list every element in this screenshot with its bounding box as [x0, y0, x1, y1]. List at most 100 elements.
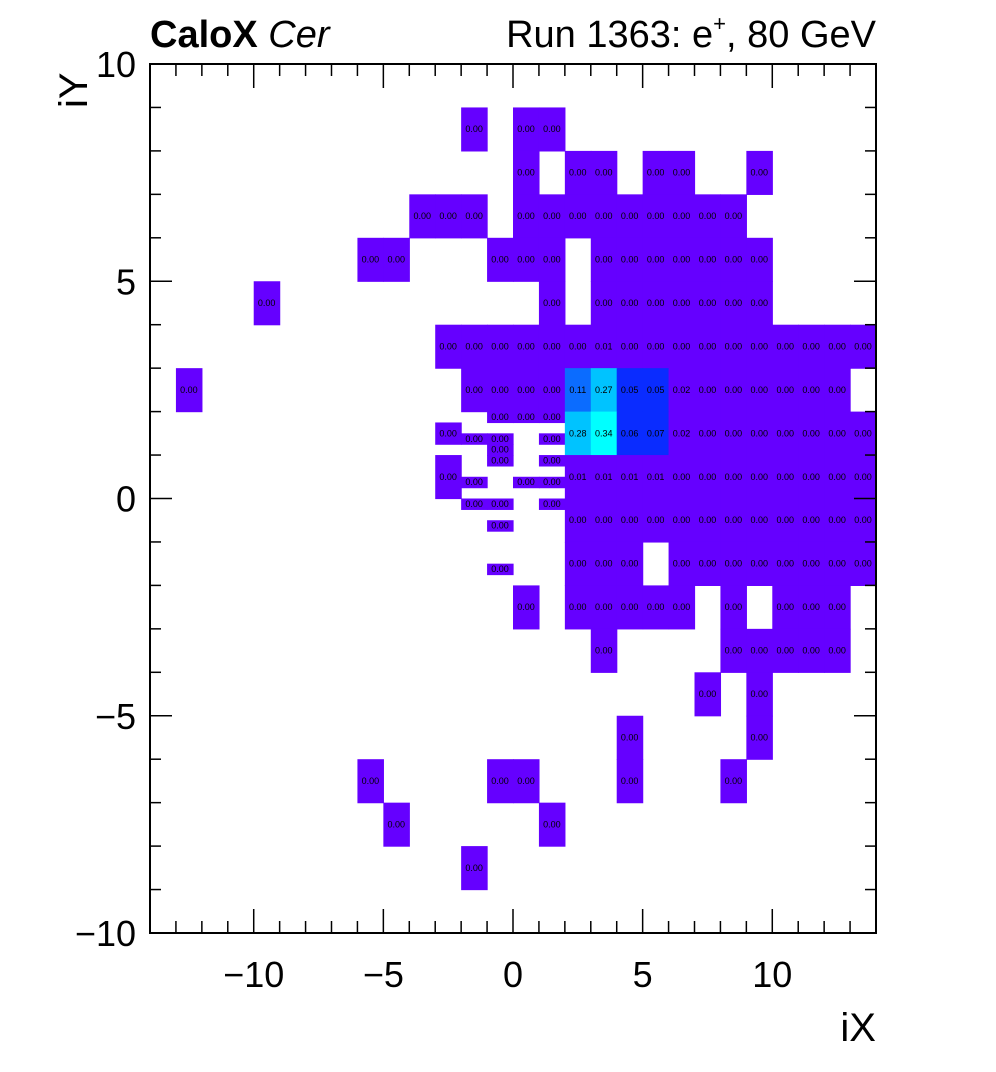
experiment-name: CaloX: [150, 14, 258, 56]
heatmap-cell: [772, 541, 799, 586]
cell-value-label: 0.00: [543, 819, 561, 829]
heatmap-cell: [772, 585, 799, 630]
heatmap-cell: [461, 324, 488, 369]
cell-value-label: 0.00: [543, 455, 561, 465]
cell-value-label: 0.00: [751, 472, 769, 482]
cell-value-label: 0.06: [621, 428, 639, 438]
cell-value-label: 0.00: [439, 428, 457, 438]
heatmap-cell: [772, 368, 799, 413]
cell-value-label: 0.00: [725, 559, 743, 569]
cell-value-label: 0.05: [621, 385, 639, 395]
heatmap-cell: [435, 422, 462, 445]
heatmap-cell: [487, 237, 514, 282]
heatmap-cell: [824, 324, 851, 369]
cell-value-label: 0.00: [725, 385, 743, 395]
heatmap-cell: [616, 368, 644, 413]
heatmap-cell: [590, 585, 618, 630]
heatmap-cell: [850, 411, 877, 456]
heatmap-cell: [357, 759, 384, 804]
heatmap-cell: [720, 628, 747, 673]
cell-value-label: 0.00: [725, 298, 743, 308]
heatmap-cell: [616, 759, 644, 804]
cell-value-label: 0.00: [621, 776, 639, 786]
heatmap-cell: [694, 237, 722, 282]
heatmap-cell: [642, 237, 670, 282]
heatmap-cell: [616, 281, 644, 326]
heatmap-cell: [798, 585, 825, 630]
heatmap-cell: [668, 324, 696, 369]
heatmap-cell: [772, 411, 799, 456]
cell-value-label: 0.01: [569, 472, 587, 482]
heatmap-cells: [175, 107, 877, 891]
run-prefix: Run 1363: e: [506, 14, 714, 56]
cell-value-label: 0.00: [725, 255, 743, 265]
heatmap-cell: [720, 759, 747, 804]
cell-value-label: 0.02: [673, 428, 691, 438]
heatmap-cell: [642, 411, 670, 456]
heatmap-cell: [720, 281, 747, 326]
cell-value-label: 0.00: [751, 341, 769, 351]
heatmap-cell: [590, 455, 618, 500]
heatmap-cell: [461, 107, 488, 152]
heatmap-cell: [746, 368, 773, 413]
cell-value-label: 0.00: [854, 472, 872, 482]
heatmap-cell: [668, 498, 696, 543]
heatmap-cell: [564, 585, 592, 630]
heatmap-cell: [564, 455, 592, 500]
cell-value-label: 0.00: [751, 646, 769, 656]
cell-value-label: 0.00: [543, 124, 561, 134]
heatmap-cell: [694, 672, 722, 717]
cell-value-label: 0.00: [621, 559, 639, 569]
heatmap-cell: [668, 194, 696, 239]
cell-value-label: 0.00: [673, 298, 691, 308]
heatmap-cell: [461, 846, 488, 891]
heatmap-cell: [616, 585, 644, 630]
cell-value-label: 0.00: [725, 211, 743, 221]
chart-title-right: Run 1363: e+, 80 GeV: [506, 13, 876, 57]
cell-value-label: 0.00: [699, 428, 717, 438]
cell-value-label: 0.00: [673, 515, 691, 525]
cell-value-label: 0.00: [543, 385, 561, 395]
heatmap-cell: [487, 368, 514, 413]
heatmap-cell: [513, 476, 540, 489]
heatmap-cell: [590, 368, 618, 413]
heatmap-cell: [616, 194, 644, 239]
cell-value-label: 0.00: [802, 602, 820, 612]
cell-value-label: 0.00: [595, 298, 613, 308]
y-tick-label: 10: [96, 44, 136, 85]
heatmap-cell: [564, 411, 592, 456]
x-tick-label: 5: [633, 954, 653, 995]
cell-value-label: 0.00: [647, 298, 665, 308]
heatmap-cell: [798, 628, 825, 673]
heatmap-cell: [513, 150, 540, 195]
heatmap-cell: [175, 368, 203, 413]
heatmap-cell: [513, 759, 540, 804]
heatmap-cell: [694, 194, 722, 239]
heatmap-cell: [616, 324, 644, 369]
cell-value-label: 0.00: [673, 559, 691, 569]
cell-value-label: 0.00: [621, 211, 639, 221]
heatmap-cell: [694, 455, 722, 500]
cell-value-label: 0.00: [725, 646, 743, 656]
cell-value-label: 0.00: [595, 255, 613, 265]
cell-value-label: 0.00: [776, 646, 794, 656]
cell-value-label: 0.00: [828, 341, 846, 351]
heatmap-cell: [564, 194, 592, 239]
cell-value-label: 0.00: [595, 515, 613, 525]
heatmap-cell: [564, 498, 592, 543]
chart-title-left: CaloX Cer: [150, 14, 330, 57]
cell-value-label: 0.00: [751, 168, 769, 178]
cell-value-label: 0.02: [673, 385, 691, 395]
cell-value-label: 0.00: [543, 477, 561, 487]
heatmap-cell: [513, 107, 540, 152]
cell-value-label: 0.00: [180, 385, 198, 395]
cell-value-label: 0.00: [569, 602, 587, 612]
heatmap-cell: [668, 150, 696, 195]
cell-value-label: 0.00: [362, 255, 380, 265]
cell-value-label: 0.00: [776, 515, 794, 525]
heatmap-cell: [616, 411, 644, 456]
cell-value-label: 0.00: [543, 499, 561, 509]
cell-value-label: 0.05: [647, 385, 665, 395]
cell-value-label: 0.00: [776, 559, 794, 569]
cell-value-label: 0.00: [517, 602, 535, 612]
